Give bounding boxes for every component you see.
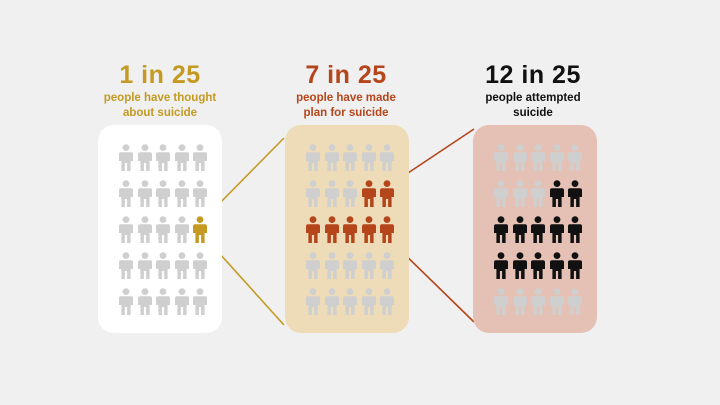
person-icon bbox=[155, 216, 171, 243]
person-icon bbox=[192, 216, 208, 243]
person-icon bbox=[174, 252, 190, 279]
person-icon bbox=[324, 216, 340, 243]
person-icon bbox=[118, 216, 134, 243]
stat-caption-line2: about suicide bbox=[122, 107, 198, 119]
person-icon bbox=[342, 144, 358, 171]
person-icon bbox=[361, 144, 377, 171]
person-icon bbox=[512, 216, 528, 243]
person-icon bbox=[512, 252, 528, 279]
panel-attempted bbox=[473, 125, 597, 333]
person-icon bbox=[512, 180, 528, 207]
person-icon bbox=[137, 180, 153, 207]
stat-big-number: 7 in 25 bbox=[305, 61, 387, 89]
stat-thought: 1 in 25 people have thought about suicid… bbox=[80, 60, 240, 120]
person-icon bbox=[192, 288, 208, 315]
person-icon bbox=[137, 216, 153, 243]
person-icon bbox=[137, 252, 153, 279]
person-icon bbox=[379, 288, 395, 315]
panel-plan bbox=[285, 125, 409, 333]
person-icon bbox=[118, 144, 134, 171]
person-icon bbox=[305, 144, 321, 171]
stat-caption-line2: plan for suicide bbox=[303, 107, 389, 119]
person-icon bbox=[361, 288, 377, 315]
person-icon bbox=[174, 144, 190, 171]
person-icon bbox=[549, 252, 565, 279]
person-icon bbox=[342, 180, 358, 207]
person-icon bbox=[567, 252, 583, 279]
person-icon bbox=[137, 144, 153, 171]
person-icon bbox=[305, 180, 321, 207]
person-icon bbox=[174, 216, 190, 243]
person-icon bbox=[192, 180, 208, 207]
person-icon bbox=[192, 144, 208, 171]
person-icon bbox=[118, 180, 134, 207]
person-icon bbox=[155, 288, 171, 315]
stat-big-number: 12 in 25 bbox=[485, 61, 581, 89]
person-icon bbox=[493, 252, 509, 279]
person-icon bbox=[155, 252, 171, 279]
person-icon bbox=[361, 180, 377, 207]
person-icon bbox=[324, 144, 340, 171]
person-icon bbox=[512, 288, 528, 315]
person-icon bbox=[493, 144, 509, 171]
person-icon bbox=[361, 252, 377, 279]
person-icon bbox=[493, 288, 509, 315]
person-icon bbox=[549, 180, 565, 207]
stat-caption-line1: people have made bbox=[296, 92, 396, 104]
person-icon bbox=[567, 180, 583, 207]
person-icon bbox=[493, 180, 509, 207]
person-icon bbox=[530, 252, 546, 279]
person-icon bbox=[512, 144, 528, 171]
person-icon bbox=[342, 288, 358, 315]
stat-caption-line1: people have thought bbox=[103, 92, 217, 104]
person-icon bbox=[530, 144, 546, 171]
stat-caption-line2: suicide bbox=[513, 107, 553, 119]
stat-caption-line1: people attempted bbox=[485, 92, 581, 104]
panel-thought bbox=[98, 125, 222, 333]
person-icon bbox=[305, 288, 321, 315]
stat-big-number: 1 in 25 bbox=[119, 61, 201, 89]
person-icon bbox=[324, 288, 340, 315]
person-icon bbox=[174, 180, 190, 207]
person-icon bbox=[549, 216, 565, 243]
person-icon bbox=[379, 216, 395, 243]
person-icon bbox=[342, 216, 358, 243]
person-icon bbox=[530, 216, 546, 243]
person-icon bbox=[305, 216, 321, 243]
person-icon bbox=[192, 252, 208, 279]
person-icon bbox=[549, 288, 565, 315]
stat-plan: 7 in 25 people have made plan for suicid… bbox=[266, 60, 426, 120]
person-icon bbox=[379, 144, 395, 171]
person-icon bbox=[379, 252, 395, 279]
person-icon bbox=[567, 144, 583, 171]
person-icon bbox=[118, 252, 134, 279]
person-icon bbox=[530, 288, 546, 315]
person-icon bbox=[155, 144, 171, 171]
person-icon bbox=[118, 288, 134, 315]
person-icon bbox=[567, 288, 583, 315]
person-icon bbox=[305, 252, 321, 279]
person-icon bbox=[137, 288, 153, 315]
person-icon bbox=[493, 216, 509, 243]
stat-attempted: 12 in 25 people attempted suicide bbox=[453, 60, 613, 120]
person-icon bbox=[324, 180, 340, 207]
person-icon bbox=[530, 180, 546, 207]
person-icon bbox=[567, 216, 583, 243]
person-icon bbox=[174, 288, 190, 315]
person-icon bbox=[379, 180, 395, 207]
person-icon bbox=[324, 252, 340, 279]
person-icon bbox=[549, 144, 565, 171]
person-icon bbox=[361, 216, 377, 243]
person-icon bbox=[155, 180, 171, 207]
person-icon bbox=[342, 252, 358, 279]
